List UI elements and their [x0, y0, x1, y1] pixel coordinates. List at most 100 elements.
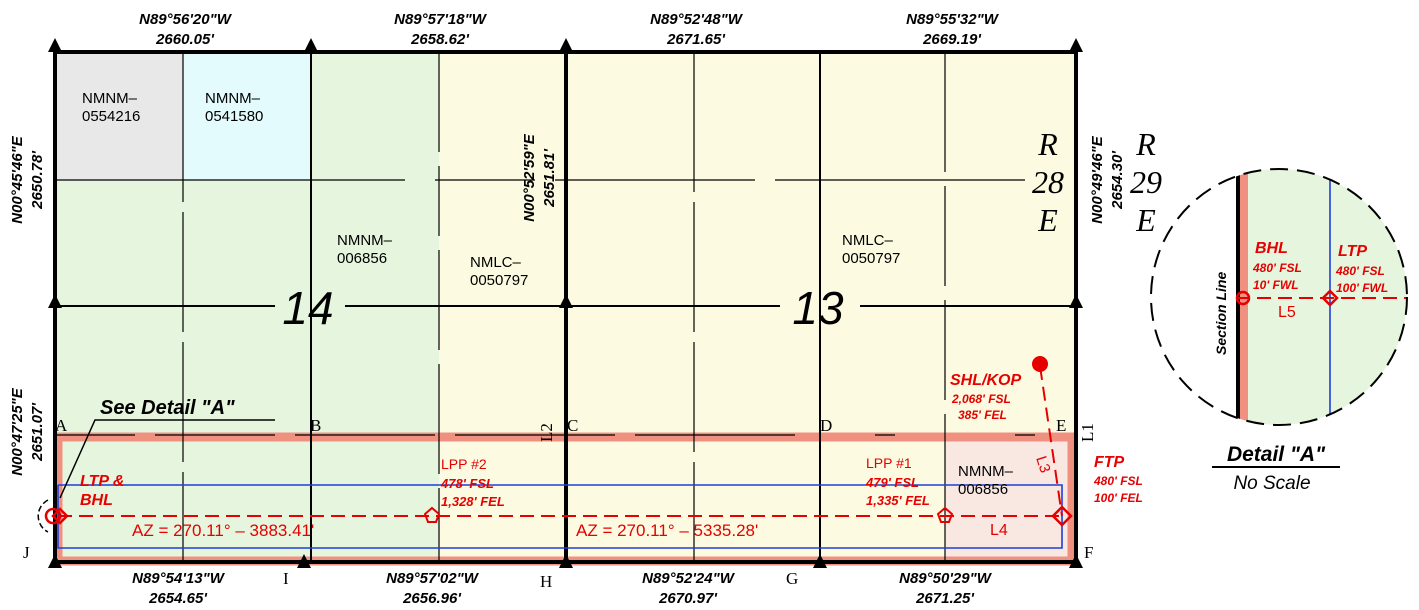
west-upper-distance: 2650.78': [29, 151, 46, 210]
monument-w-mid: [48, 294, 62, 308]
lpp2-fel: 1,328' FEL: [441, 494, 505, 509]
bottom-distance-3: 2670.97': [658, 590, 717, 607]
range-29e-e: E: [1135, 202, 1156, 238]
ltp-bhl-line1: LTP &: [80, 473, 124, 490]
bottom-bearing-3: N89°52'24"W: [642, 570, 736, 587]
west-lower-distance: 2651.07': [29, 403, 46, 462]
monument-c-mid: [559, 294, 573, 308]
bottom-distance-4: 2671.25': [915, 590, 974, 607]
detail-title: Detail "A": [1227, 443, 1326, 466]
section-13-label: 13: [792, 282, 844, 334]
bottom-bearing-4: N89°50'29"W: [899, 570, 993, 587]
corner-c: C: [567, 416, 578, 435]
range-29e: R 29 E: [1130, 126, 1162, 238]
lease-sec14-green-upper-fill: [311, 52, 439, 180]
ftp-fsl: 480' FSL: [1093, 474, 1143, 488]
corner-h: H: [540, 572, 552, 591]
shl-fel: 385' FEL: [958, 408, 1007, 422]
monument-s2: [559, 554, 573, 568]
corner-j: J: [23, 543, 30, 562]
detail-section-line-label: Section Line: [1213, 272, 1229, 355]
well-markers: [37, 356, 1073, 533]
lease-sec13-pink-fill: [945, 435, 1076, 562]
detail-bhl-fwl: 10' FWL: [1253, 278, 1299, 292]
lease-sec14-green-l1: NMNM–: [337, 232, 393, 249]
lpp2-title: LPP #2: [441, 456, 487, 472]
lease-sec14-yellow-l2: 0050797: [470, 272, 528, 289]
ltp-bhl-line2: BHL: [80, 492, 113, 509]
monument-s1: [297, 554, 311, 568]
east-bearing: N00°49'46"E: [1089, 135, 1106, 224]
shl-kop-label: SHL/KOP 2,068' FSL 385' FEL: [950, 372, 1021, 422]
west-upper-bearing: N00°45'46"E: [9, 135, 26, 224]
line-label-l3: L3: [1032, 454, 1053, 475]
bottom-bearings: N89°54'13"W 2654.65' N89°57'02"W 2656.96…: [132, 570, 993, 607]
monument-se: [1069, 554, 1083, 568]
range-28e-num: 28: [1032, 164, 1064, 200]
lpp2-marker: [423, 506, 441, 523]
west-lower-bearing: N00°47'25"E: [9, 387, 26, 476]
detail-a-callout-circle: [37, 499, 49, 533]
middle-distance: 2651.81': [541, 149, 558, 208]
shl-fsl: 2,068' FSL: [951, 392, 1011, 406]
azimuth-east: AZ = 270.11° – 5335.28': [576, 521, 758, 540]
top-distance-2: 2658.62': [410, 31, 469, 48]
lease-sec13-pink-l1: NMNM–: [958, 463, 1014, 480]
bottom-distance-2: 2656.96': [402, 590, 461, 607]
ltp-bhl-label: LTP & BHL: [80, 473, 124, 509]
survey-monuments: [48, 38, 1083, 568]
lpp2-fsl: 478' FSL: [440, 476, 494, 491]
lease-nw-gray-l1: NMNM–: [82, 90, 138, 107]
monument-ne: [1069, 38, 1083, 52]
top-bearings: N89°56'20"W 2660.05' N89°57'18"W 2658.62…: [139, 11, 1000, 48]
lateral-setback-line: [57, 484, 1063, 549]
east-distance: 2654.30': [1109, 151, 1126, 210]
corner-d: D: [820, 416, 832, 435]
corner-letters: A B C D E F G H I J: [23, 416, 1093, 591]
bhl-marker: [44, 507, 62, 525]
ftp-title: FTP: [1094, 454, 1125, 471]
ftp-label: FTP 480' FSL 100' FEL: [1093, 454, 1143, 505]
corner-b: B: [310, 416, 321, 435]
top-distance-1: 2660.05': [155, 31, 214, 48]
detail-ltp-fwl: 100' FWL: [1336, 281, 1388, 295]
line-label-l2: L2: [537, 423, 556, 442]
lease-sec13-yellow-l1: NMLC–: [842, 232, 894, 249]
lpp1-title: LPP #1: [866, 455, 912, 471]
monument-n2: [559, 38, 573, 52]
detail-subtitle: No Scale: [1233, 473, 1310, 494]
top-bearing-1: N89°56'20"W: [139, 11, 233, 28]
side-bearings: N00°45'46"E 2650.78' N00°47'25"E 2651.07…: [9, 133, 1126, 476]
detail-bhl-marker: [1235, 290, 1251, 306]
detail-ltp-marker: [1321, 289, 1339, 307]
top-distance-3: 2671.65': [666, 31, 725, 48]
lpp1-fel: 1,335' FEL: [866, 493, 930, 508]
detail-a-leader: [59, 419, 275, 499]
line-label-l1: L1: [1078, 423, 1097, 442]
monument-nw: [48, 38, 62, 52]
ftp-fel: 100' FEL: [1094, 491, 1143, 505]
lease-sec13-pink-l2: 006856: [958, 481, 1008, 498]
monument-s3: [813, 554, 827, 568]
monument-e-mid: [1069, 294, 1083, 308]
corner-i: I: [283, 569, 289, 588]
detail-bhl-fsl: 480' FSL: [1252, 261, 1302, 275]
see-detail-a-label: See Detail "A": [100, 397, 235, 419]
top-distance-4: 2669.19': [922, 31, 981, 48]
lpp1-marker: [936, 506, 954, 523]
lpp1-label: LPP #1 479' FSL 1,335' FEL: [865, 455, 930, 508]
lpp1-fsl: 479' FSL: [865, 475, 919, 490]
range-28e: R 28 E: [1032, 126, 1064, 238]
detail-a: Section Line BHL 480' FSL 10' FWL LTP 48…: [1150, 168, 1408, 494]
lease-nw-gray-l2: 0554216: [82, 108, 140, 125]
lease-sec14-green-lower-fill: [55, 180, 439, 562]
range-28e-e: E: [1037, 202, 1058, 238]
lease-nw-gray-fill: [55, 52, 183, 180]
middle-bearing: N00°52'59"E: [521, 133, 538, 222]
monument-sw: [48, 554, 62, 568]
corner-e: E: [1056, 416, 1066, 435]
bottom-bearing-1: N89°54'13"W: [132, 570, 226, 587]
detail-border: [1150, 168, 1408, 426]
lease-sec14-green-l2: 006856: [337, 250, 387, 267]
detail-l5-label: L5: [1278, 304, 1296, 321]
